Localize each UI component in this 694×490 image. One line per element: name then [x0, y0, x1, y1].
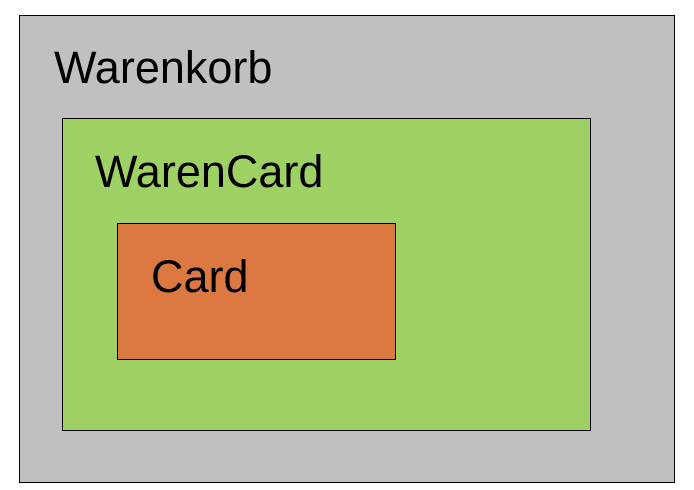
warencard-box: WarenCard Card — [62, 118, 591, 431]
card-box: Card — [117, 223, 396, 360]
card-label: Card — [151, 251, 249, 302]
warenkorb-box: Warenkorb WarenCard Card — [19, 15, 675, 483]
warencard-label: WarenCard — [95, 146, 324, 197]
warenkorb-label: Warenkorb — [54, 42, 273, 93]
